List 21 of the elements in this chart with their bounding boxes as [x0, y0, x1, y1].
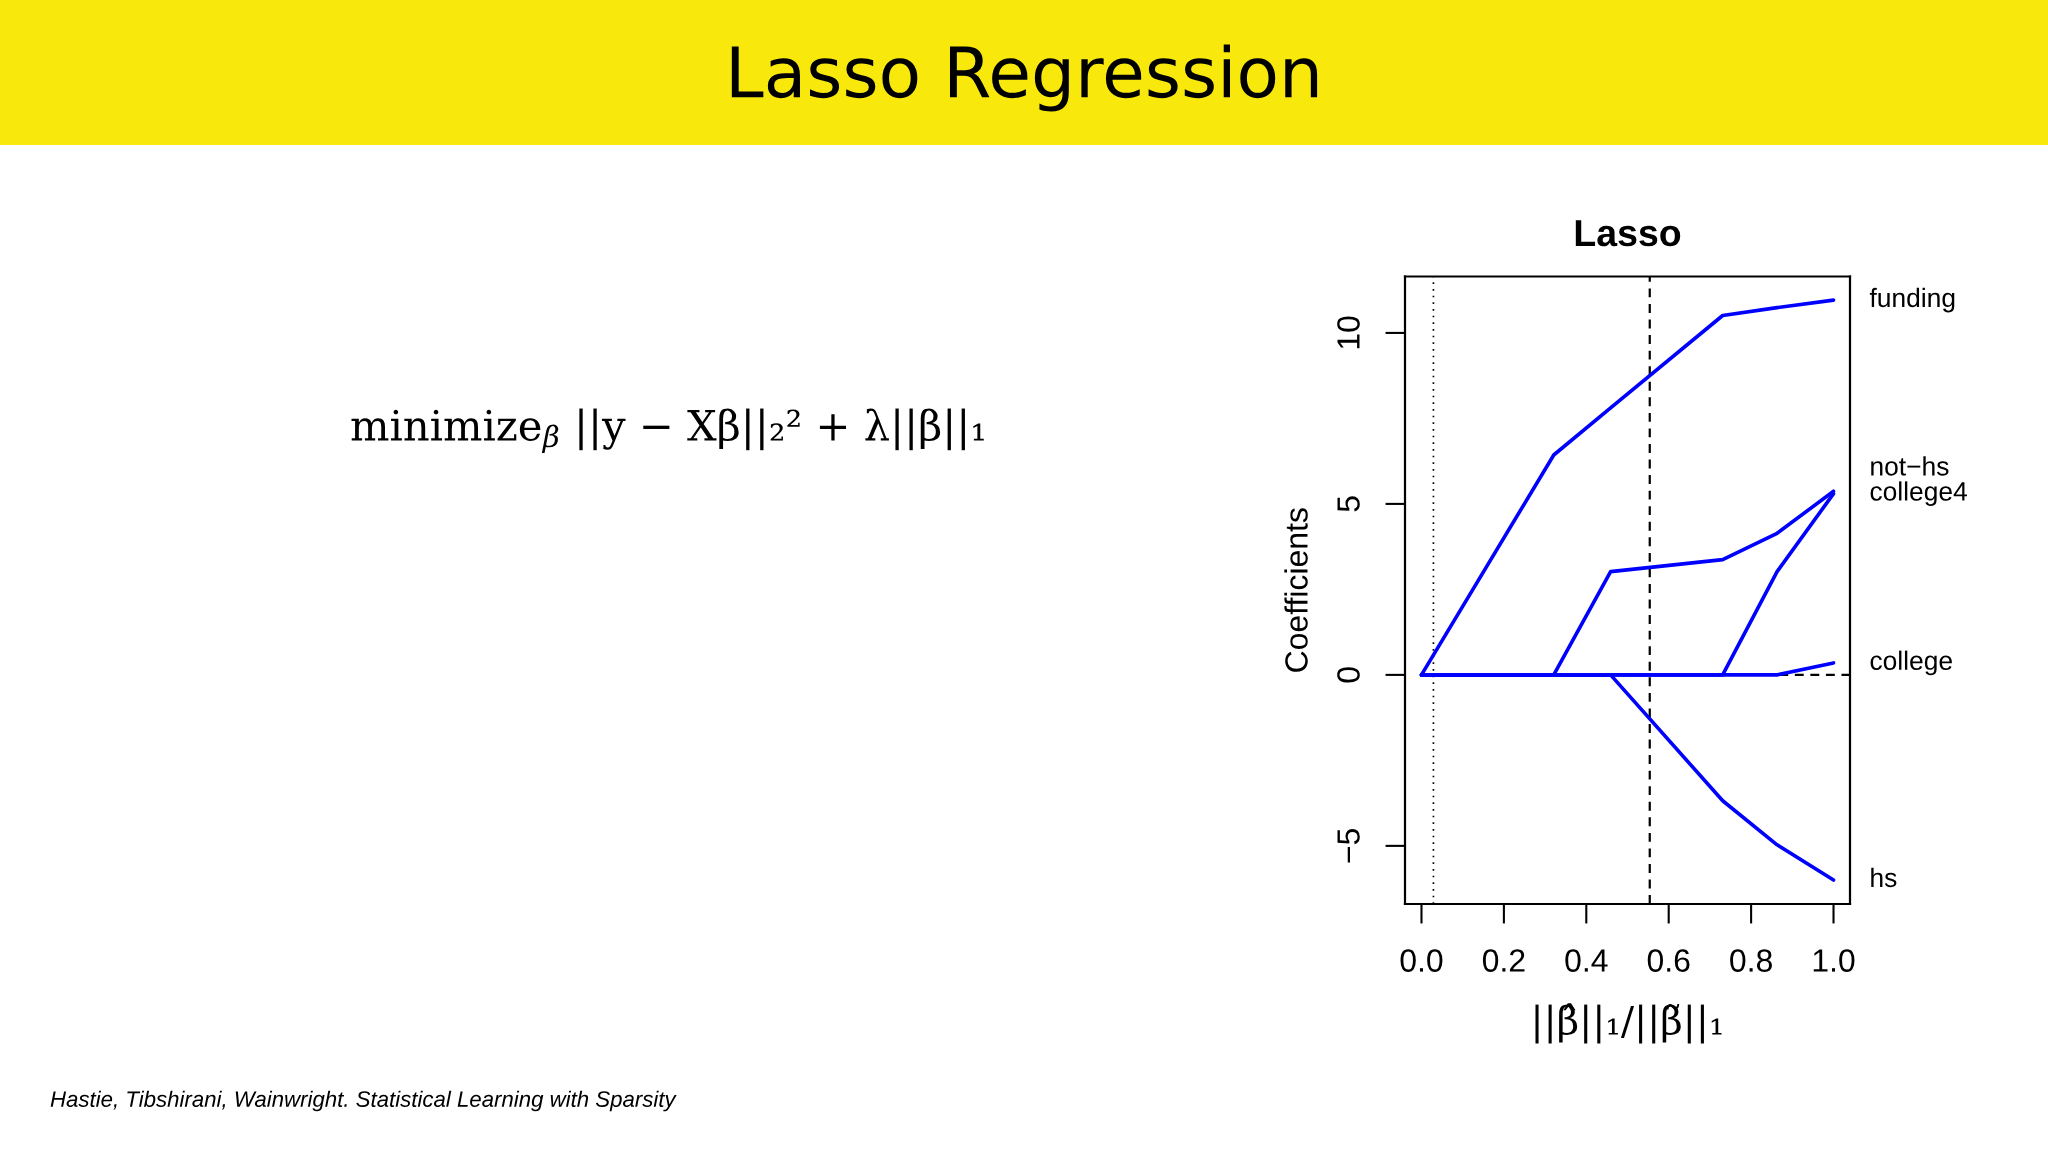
x-tick-label: 0.8: [1730, 949, 1772, 972]
chart-title: Lasso: [1575, 220, 1681, 247]
text: Lasso Regression: [731, 44, 1318, 112]
y-tick-label: 10: [1337, 316, 1360, 349]
y-axis-title: Coefficients: [1284, 508, 1308, 672]
series-label: hs: [1871, 867, 1897, 888]
text: minimize$_{β}$ ||y − Xβ||₂² + λ||β||₁: [351, 408, 984, 453]
y-tick-label: 0: [1337, 667, 1360, 683]
series-label: funding: [1869, 287, 1955, 313]
series-label: college4: [1870, 481, 1967, 506]
x-tick-label: 0.2: [1482, 949, 1525, 972]
y-tick-label: 5: [1337, 496, 1360, 512]
x-tick-label: 0.6: [1647, 949, 1690, 972]
series-label: college: [1870, 650, 1952, 676]
y-tick-label: −5: [1337, 829, 1360, 863]
x-tick-label: 0.0: [1400, 949, 1443, 972]
x-tick-label: 1.0: [1813, 949, 1855, 972]
x-tick-label: 0.4: [1565, 949, 1608, 972]
x-axis-title: ||β̂||₁/||β̃||₁: [1535, 1003, 1722, 1044]
text: Hastie, Tibshirani, Wainwright. Statistical Learning with Sparsity: [50, 1090, 677, 1112]
series-label: not−hs: [1871, 456, 1949, 476]
